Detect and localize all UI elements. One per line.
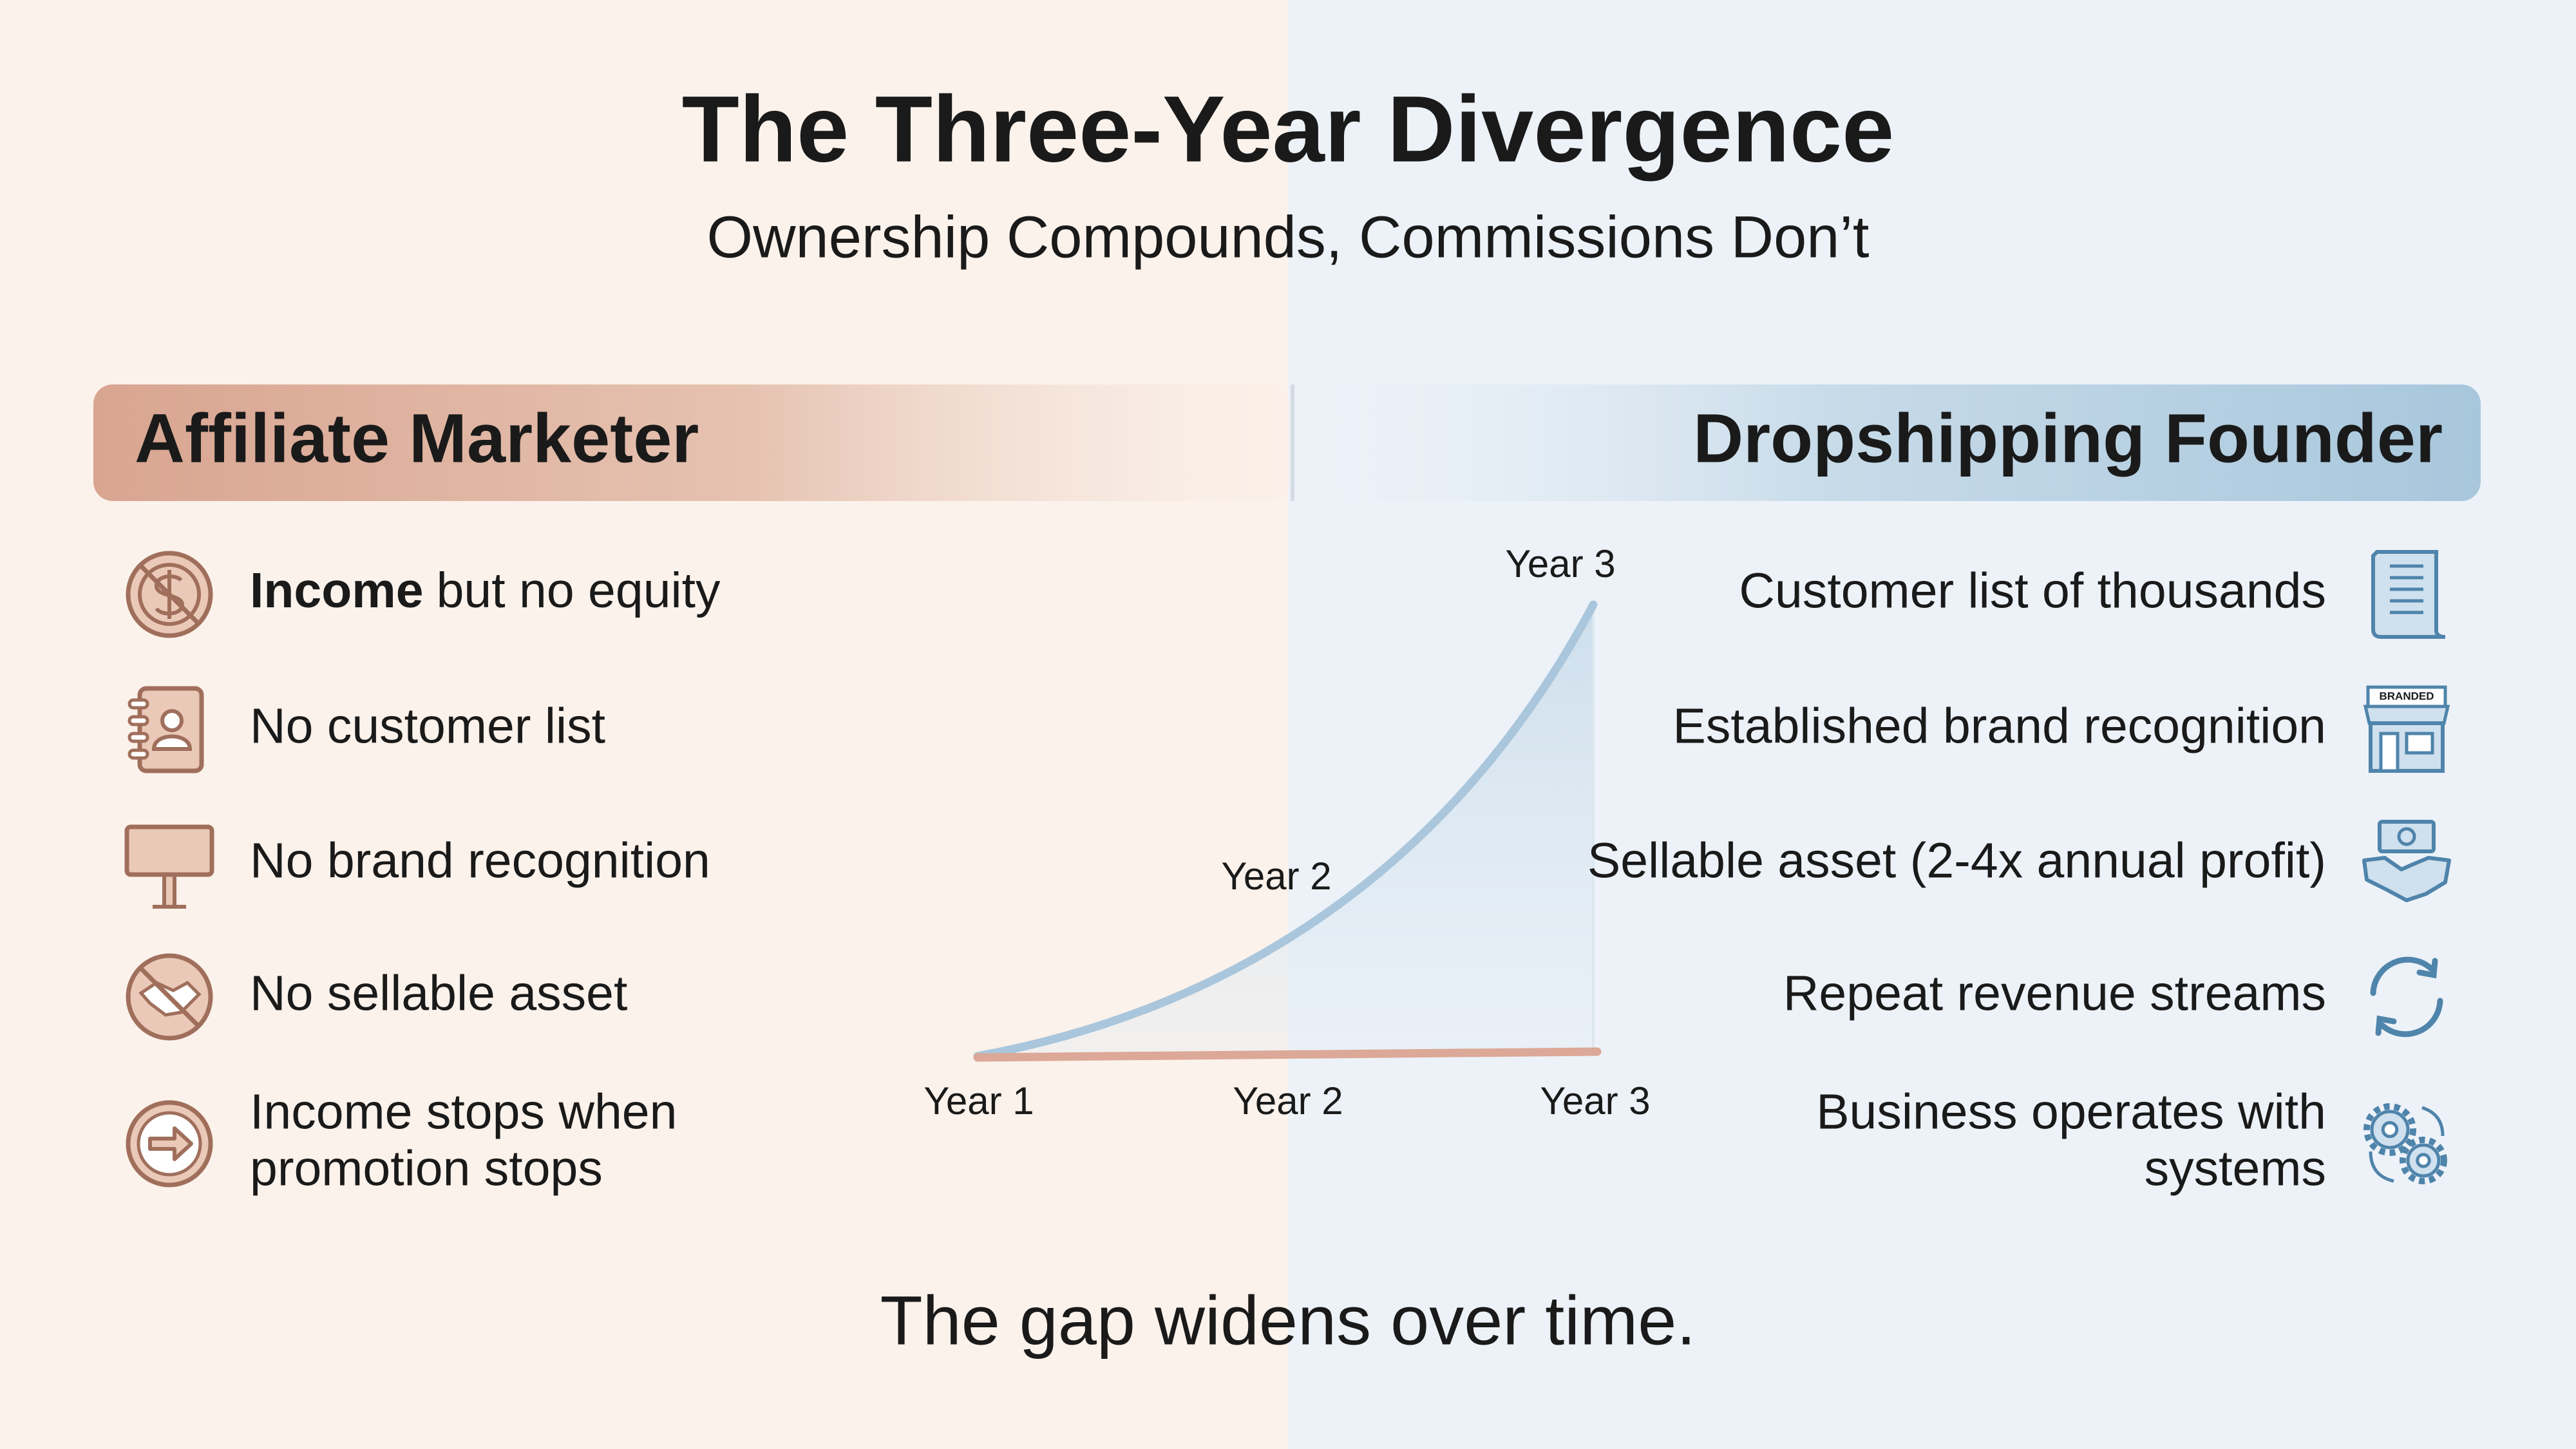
title: The Three-Year Divergence (682, 77, 1895, 182)
right-header-bar (1298, 384, 2481, 501)
icon-shape (128, 698, 149, 710)
icon-shape (2370, 956, 2438, 996)
item-icon (124, 824, 214, 909)
x-label: Year 3 (1540, 1079, 1650, 1122)
icon-shape (2416, 1153, 2431, 1168)
right-background (1288, 0, 2576, 1449)
icon-shape (128, 748, 149, 760)
icon-shape (2379, 732, 2400, 773)
left-background (0, 0, 1288, 1449)
icon-label: BRANDED (2380, 690, 2434, 702)
icon-shape (2369, 1106, 2445, 1183)
icon-shape (151, 734, 193, 751)
item-bold: Income (250, 563, 424, 618)
icon-shape (148, 1126, 193, 1161)
left-header-bar (93, 384, 1290, 501)
icon-shape (2378, 820, 2436, 853)
icon-shape (2363, 1103, 2416, 1156)
icon-shape (2381, 1121, 2399, 1139)
item-text: systems (2145, 1141, 2326, 1196)
icon-shape (138, 563, 201, 626)
item-text: Customer list of thousands (1739, 563, 2326, 618)
item-text: Income stops when (250, 1084, 677, 1139)
item-icon: BRANDED (2363, 685, 2450, 773)
item-text: No sellable asset (250, 965, 627, 1021)
item-text: No brand recognition (250, 833, 710, 888)
icon-shape (139, 564, 200, 625)
item-text: Repeat revenue streams (1783, 965, 2326, 1021)
peak-label: Year 3 (1505, 542, 1615, 585)
item-icon (126, 1100, 213, 1188)
icon-shape (2405, 732, 2434, 755)
item-text: Business operates with (1816, 1084, 2326, 1139)
footer: The gap widens over time. (880, 1282, 1696, 1359)
item-icon (126, 953, 213, 1041)
item-icon (2363, 1103, 2447, 1184)
x-label: Year 2 (1233, 1079, 1343, 1122)
mid-label: Year 2 (1221, 855, 1331, 898)
item-rest: but no equity (437, 563, 721, 618)
icon-shape (2371, 550, 2446, 639)
icon-shape (2397, 827, 2416, 846)
icon-shape (2363, 705, 2450, 725)
item-icon (126, 551, 213, 638)
icon-shape (2375, 998, 2443, 1037)
icon-shape (160, 709, 184, 732)
subtitle: Ownership Compounds, Commissions Don’t (707, 204, 1870, 270)
item-text: No customer list (250, 698, 605, 753)
icon-shape (128, 732, 149, 743)
item-text: Sellable asset (2-4x annual profit) (1587, 833, 2326, 888)
icon-shape (124, 824, 214, 877)
item-icon (2371, 550, 2446, 639)
item-text: promotion stops (250, 1141, 603, 1196)
icon-shape (2400, 1137, 2447, 1184)
item-icon (2362, 820, 2451, 902)
left-heading: Affiliate Marketer (135, 399, 699, 477)
icon-shape (128, 715, 149, 726)
item-icon (2370, 956, 2443, 1037)
item-icon (128, 686, 204, 773)
right-heading: Dropshipping Founder (1693, 399, 2443, 477)
x-label: Year 1 (923, 1079, 1034, 1122)
growth-curve (973, 600, 1598, 1061)
flat-line (973, 1047, 1602, 1062)
items: Income but no equity No customer list No br… (124, 550, 2451, 1196)
icon-shape (2362, 856, 2451, 902)
icon-shape (139, 967, 200, 1027)
item-text: Established brand recognition (1673, 698, 2327, 753)
item-text: Income but no equity (250, 563, 721, 618)
growth-area (978, 605, 1593, 1056)
